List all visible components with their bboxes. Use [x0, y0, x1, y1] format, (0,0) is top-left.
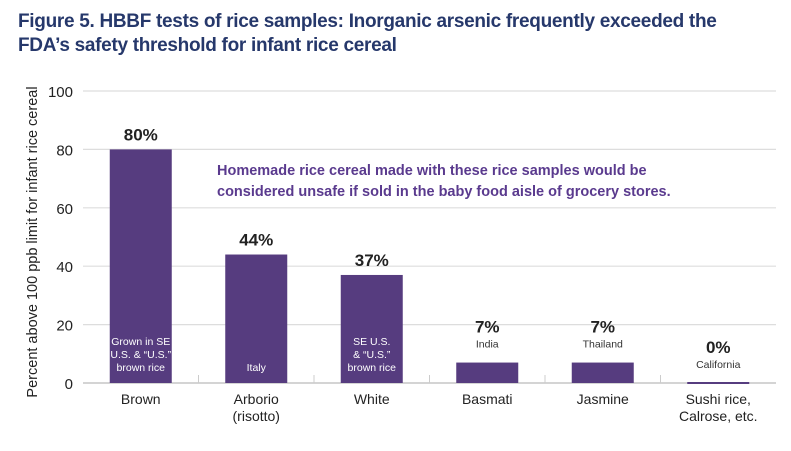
chart-title: Figure 5. HBBF tests of rice samples: In…: [18, 11, 717, 56]
x-tick-label: Sushi rice,: [686, 391, 751, 407]
value-label: 44%: [239, 231, 273, 250]
value-label: 7%: [475, 318, 500, 337]
x-tick-label: Calrose, etc.: [679, 408, 758, 424]
bar-origin-label: Grown in SE: [111, 336, 170, 348]
value-label: 7%: [590, 318, 615, 337]
x-tick-label: Brown: [121, 391, 161, 407]
bar-origin-label: California: [696, 359, 741, 371]
bar: [225, 254, 288, 383]
annotation-text: Homemade rice cereal made with these ric…: [217, 163, 647, 179]
bar-origin-label: U.S. & “U.S.”: [110, 349, 171, 361]
x-tick-label: Basmati: [462, 391, 513, 407]
value-label: 80%: [124, 125, 158, 144]
y-tick-label: 20: [56, 318, 73, 335]
y-tick-label: 60: [56, 201, 73, 218]
bar: [571, 362, 634, 383]
bar: [456, 362, 519, 383]
x-tick-label: Jasmine: [577, 391, 629, 407]
x-tick-label: White: [354, 391, 390, 407]
bar-origin-label: brown rice: [348, 362, 397, 374]
value-label: 0%: [706, 338, 731, 357]
annotation-text: considered unsafe if sold in the baby fo…: [217, 184, 671, 200]
bar-origin-label: SE U.S.: [353, 336, 390, 348]
x-tick-label: (risotto): [233, 408, 280, 424]
y-tick-label: 0: [65, 376, 73, 393]
y-tick-label: 100: [48, 84, 73, 101]
bar-origin-label: brown rice: [117, 362, 166, 374]
bar-origin-label: Italy: [247, 362, 267, 374]
bar: [340, 274, 403, 383]
bar-origin-label: & “U.S.”: [353, 349, 391, 361]
y-tick-label: 40: [56, 259, 73, 276]
y-tick-label: 80: [56, 142, 73, 159]
bar-origin-label: India: [476, 339, 499, 351]
bar-origin-label: Thailand: [583, 339, 623, 351]
y-axis-label: Percent above 100 ppb limit for infant r…: [25, 86, 41, 397]
value-label: 37%: [355, 251, 389, 270]
bar: [109, 149, 172, 383]
x-tick-label: Arborio: [234, 391, 279, 407]
